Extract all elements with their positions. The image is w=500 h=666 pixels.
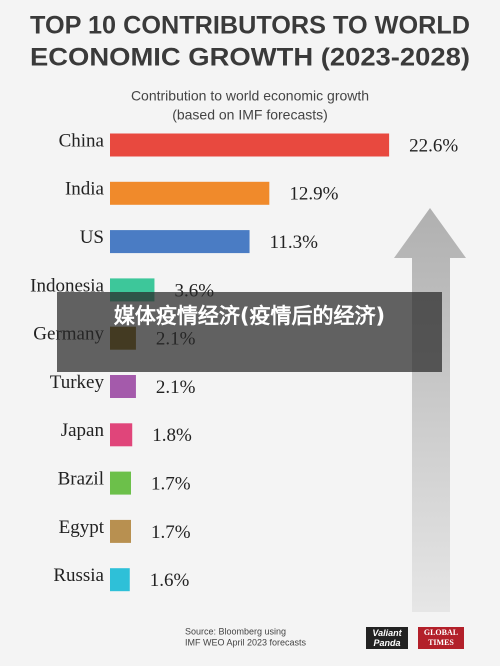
bar xyxy=(110,423,133,447)
category-label: Turkey xyxy=(50,372,105,393)
bar xyxy=(110,568,130,592)
value-label: 1.7% xyxy=(151,522,191,543)
source-note: Source: Bloomberg using xyxy=(185,626,286,636)
category-label: Indonesia xyxy=(30,275,104,296)
growth-arrow xyxy=(394,208,466,612)
value-label: 22.6% xyxy=(409,135,458,156)
overlay-caption: 媒体疫情经济(疫情后的经济) xyxy=(57,292,442,372)
source-note: IMF WEO April 2023 forecasts xyxy=(185,637,307,647)
bar xyxy=(110,375,136,398)
chart-title: TOP 10 CONTRIBUTORS TO WORLD xyxy=(30,12,470,40)
value-label: 1.6% xyxy=(150,570,190,591)
value-label: 12.9% xyxy=(289,184,338,205)
category-label: Japan xyxy=(61,420,105,441)
chart-subtitle: (based on IMF forecasts) xyxy=(172,107,328,123)
bar xyxy=(110,133,390,157)
chart-title: ECONOMIC GROWTH (2023-2028) xyxy=(30,44,470,72)
bar xyxy=(110,181,270,205)
bar xyxy=(110,230,250,254)
chart-subtitle: Contribution to world economic growth xyxy=(131,88,369,104)
category-label: US xyxy=(80,227,104,248)
category-label: Brazil xyxy=(58,468,104,489)
value-label: 11.3% xyxy=(270,232,319,253)
logo: GLOBAL TIMES xyxy=(418,627,464,649)
value-label: 2.1% xyxy=(156,377,196,398)
category-label: India xyxy=(65,179,105,200)
value-label: 1.8% xyxy=(152,425,192,446)
category-label: Russia xyxy=(53,565,104,586)
category-label: Egypt xyxy=(59,517,105,538)
bar xyxy=(110,471,131,495)
logo: Valiant Panda xyxy=(366,627,408,649)
value-label: 1.7% xyxy=(151,473,191,494)
category-label: China xyxy=(59,130,105,151)
bar xyxy=(110,519,131,543)
